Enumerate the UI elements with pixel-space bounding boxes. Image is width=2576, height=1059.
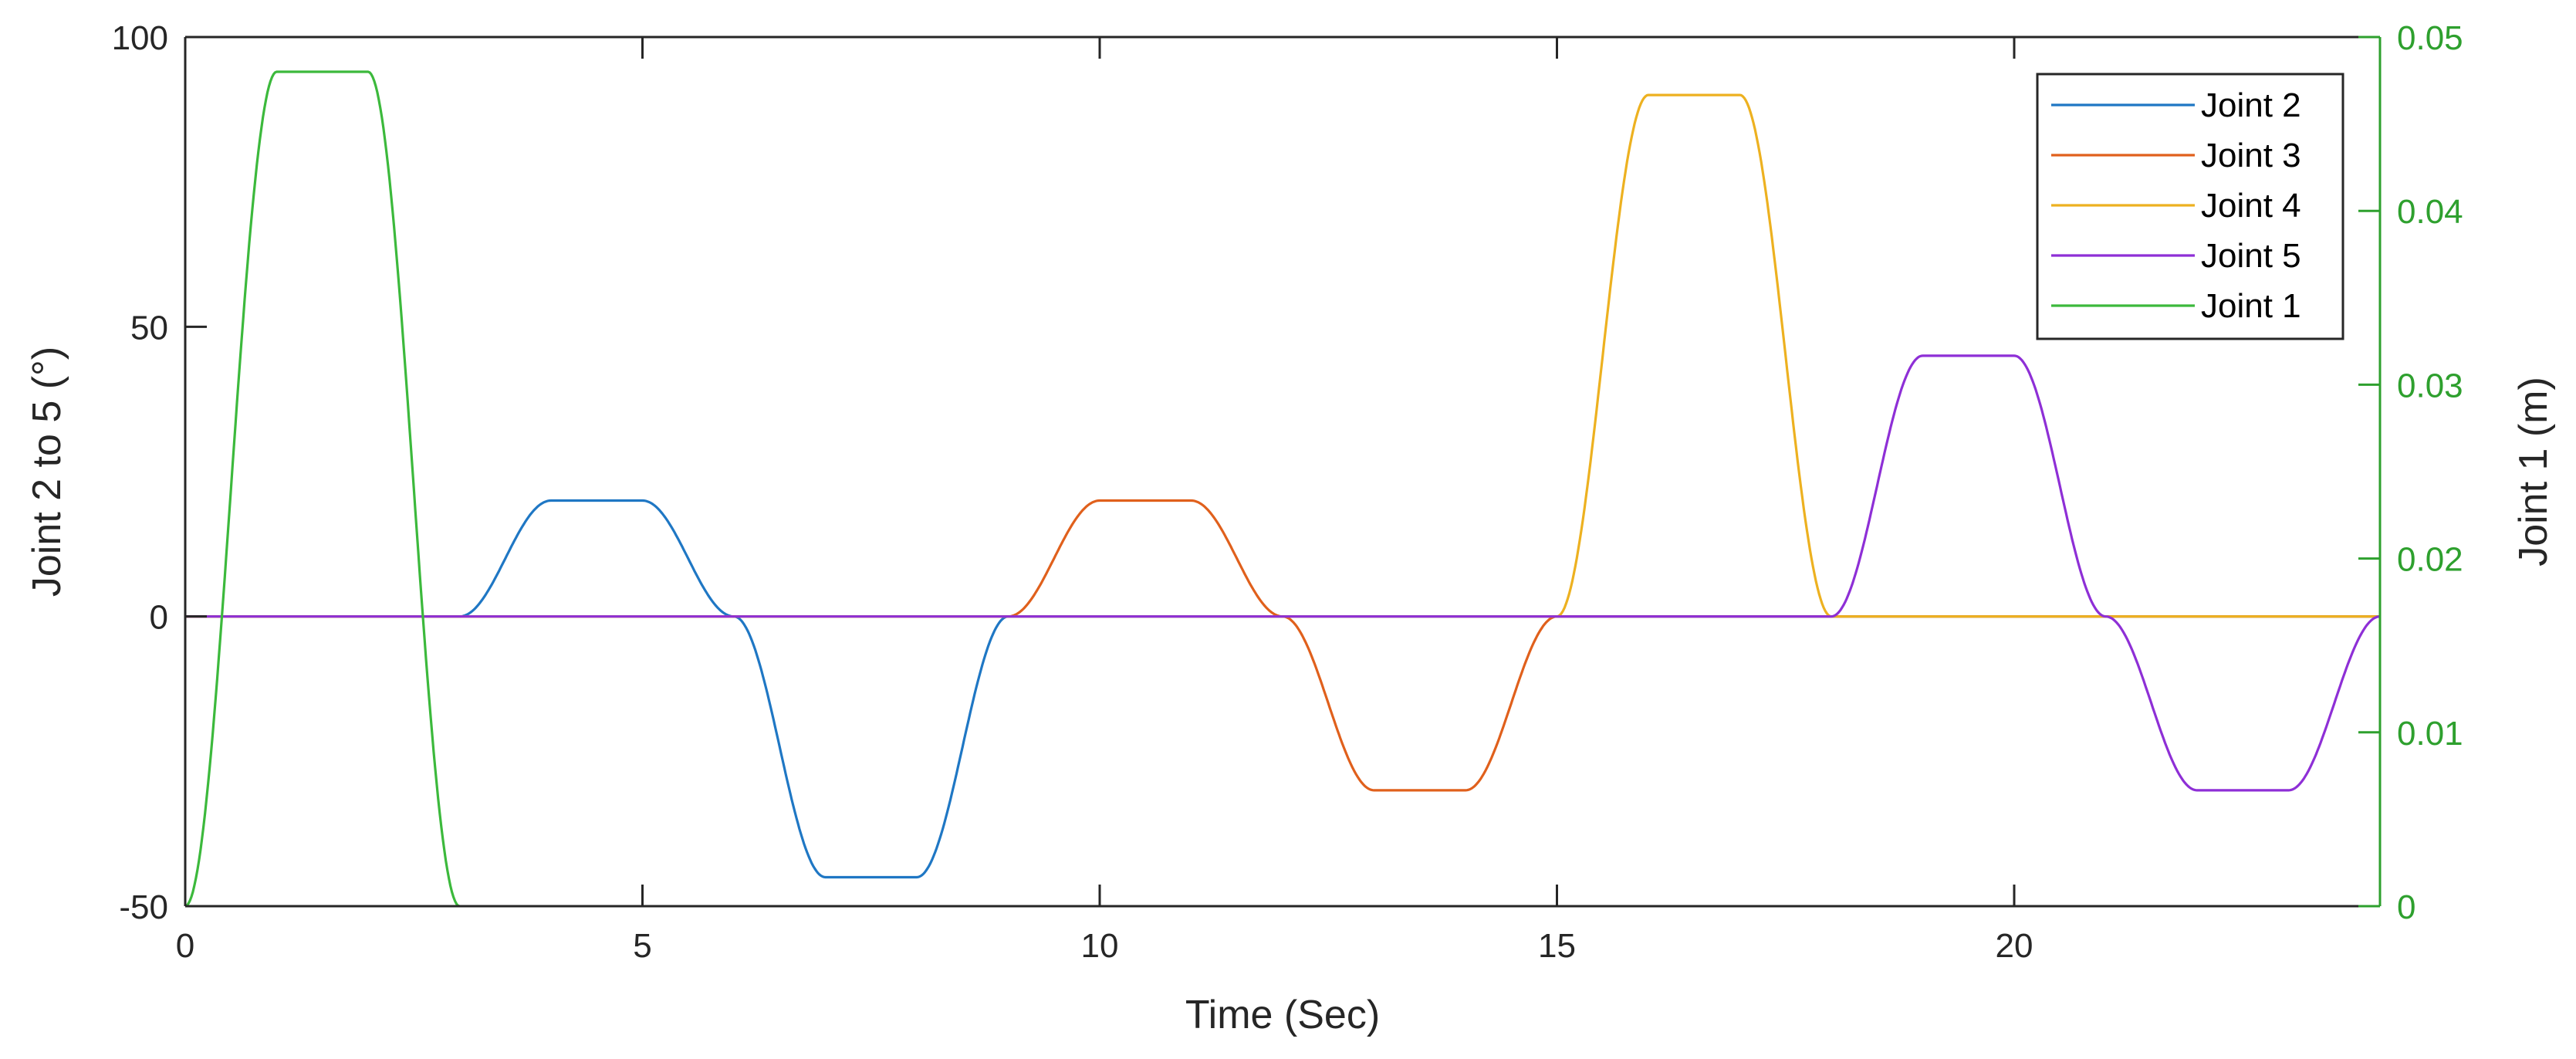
y-tick-label-right: 0.05 xyxy=(2397,19,2463,57)
y-tick-label-left: 0 xyxy=(150,599,168,637)
legend-label: Joint 1 xyxy=(2201,287,2301,325)
series-line-3 xyxy=(185,93,2380,618)
plot-background xyxy=(185,37,2380,906)
y-tick-label-left: 100 xyxy=(112,19,168,57)
y-tick-label-right: 0.02 xyxy=(2397,541,2463,579)
series-line-5 xyxy=(184,70,461,908)
legend-label: Joint 5 xyxy=(2201,237,2301,275)
y-tick-label-right: 0.03 xyxy=(2397,367,2463,404)
y-tick-label-right: 0.01 xyxy=(2397,715,2463,753)
series-line-4 xyxy=(185,354,2381,792)
legend-label: Joint 4 xyxy=(2201,187,2301,225)
x-tick-label: 5 xyxy=(633,927,651,965)
legend-label: Joint 3 xyxy=(2201,137,2301,174)
legend-label: Joint 2 xyxy=(2201,86,2301,124)
y-tick-label-left: 50 xyxy=(130,309,168,347)
x-tick-label: 10 xyxy=(1081,927,1119,965)
x-axis-title: Time (Sec) xyxy=(1185,993,1380,1037)
y-tick-label-right: 0.04 xyxy=(2397,193,2463,231)
y-axis-title-left: Joint 2 to 5 (°) xyxy=(25,347,69,597)
x-tick-label: 15 xyxy=(1538,927,1576,965)
x-tick-label: 0 xyxy=(176,927,194,965)
legend: Joint 2 Joint 3 Joint 4 Joint 5 Joint 1 xyxy=(2036,73,2344,340)
y-tick-label-left: -50 xyxy=(119,888,168,926)
x-tick-label: 20 xyxy=(1996,927,2033,965)
y-axis-title-right: Joint 1 (m) xyxy=(2511,377,2556,567)
series-layer xyxy=(184,70,2381,908)
y-tick-label-right: 0 xyxy=(2397,888,2415,926)
